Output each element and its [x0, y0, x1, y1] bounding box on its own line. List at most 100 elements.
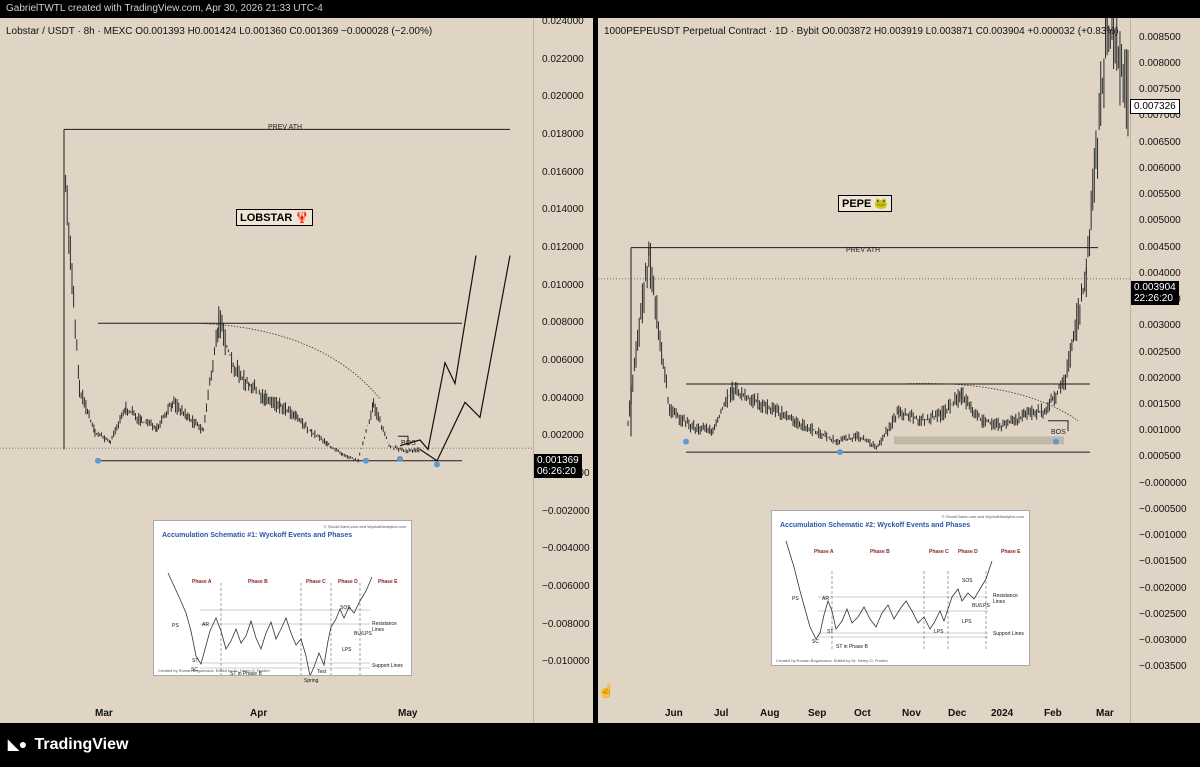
bos-bracket: [1048, 420, 1069, 432]
left-plot[interactable]: [0, 18, 533, 723]
event-sc: SC: [191, 667, 198, 673]
schematic-title: Accumulation Schematic #2: Wyckoff Event…: [780, 522, 971, 529]
right-chart-pane[interactable]: 1000PEPEUSDT Perpetual Contract · 1D · B…: [598, 18, 1200, 723]
x-tick-label: Dec: [948, 708, 967, 719]
right-plot[interactable]: [598, 18, 1130, 723]
x-tick-label: Mar: [95, 708, 113, 719]
y-tick-label: 0.000500: [1139, 451, 1181, 463]
x-tick-label: Oct: [854, 708, 871, 719]
left-bos-label: BOS: [401, 440, 416, 447]
rounding-arc: [897, 383, 1079, 422]
swing-low-marker: [1053, 438, 1059, 445]
y-tick-label: 0.004000: [1139, 267, 1181, 279]
y-tick-label: −0.008000: [542, 618, 590, 630]
y-tick-label: 0.002000: [1139, 372, 1181, 384]
y-tick-label: −0.000500: [1139, 503, 1187, 515]
left-wyckoff-schematic: © StockCharts.com and WyckoffAnalytics.c…: [153, 520, 412, 684]
hand-cursor-icon[interactable]: ☝: [598, 683, 615, 698]
y-tick-label: −0.006000: [542, 580, 590, 592]
y-tick-label: 0.010000: [542, 279, 584, 291]
y-tick-label: −0.001500: [1139, 556, 1187, 568]
y-tick-label: 0.016000: [542, 166, 584, 178]
phase-e-label: Phase E: [1001, 549, 1021, 555]
right-price-axis[interactable]: 0.008500 0.008000 0.007500 0.007000 0.006500…: [1130, 18, 1200, 723]
y-tick-label: 0.012000: [542, 241, 584, 253]
projection-path-a: [399, 255, 477, 451]
event-support: Support Lines: [372, 663, 403, 669]
left-legend: Lobstar / USDT · 8h · MEXC O0.001393 H0.…: [6, 26, 433, 37]
tradingview-brand[interactable]: ◣● TradingView: [8, 736, 128, 754]
left-price-axis[interactable]: 0.024000 0.022000 0.020000 0.018000 0.016000…: [533, 18, 593, 723]
watermark-header: GabrielTWTL created with TradingView.com…: [0, 0, 1200, 18]
y-tick-label: 0.005000: [1139, 215, 1181, 227]
left-price-tag-countdown: 06:26:20: [537, 466, 576, 477]
x-tick-label: Feb: [1044, 708, 1062, 719]
header-text: GabrielTWTL created with TradingView.com…: [6, 3, 323, 14]
y-tick-label: 0.006000: [1139, 162, 1181, 174]
right-prev-ath-label: PREV ATH: [846, 247, 881, 254]
swing-low-marker: [95, 457, 101, 464]
y-tick-label: 0.004000: [542, 392, 584, 404]
event-ar: AR: [822, 596, 829, 602]
phase-b-label: Phase B: [870, 549, 890, 555]
right-time-axis[interactable]: Jun Jul Aug Sep Oct Nov Dec 2024 Feb Mar: [598, 706, 1130, 723]
left-time-axis[interactable]: Mar Apr May: [0, 706, 533, 723]
x-tick-label: 2024: [991, 708, 1014, 719]
y-tick-label: −0.002000: [1139, 582, 1187, 594]
right-price-box: 0.007326: [1130, 99, 1180, 114]
schematic-diagram: [785, 540, 993, 651]
phase-a-label: Phase A: [814, 549, 834, 555]
y-tick-label: −0.010000: [542, 656, 590, 668]
schematic-diagram: [167, 572, 373, 675]
right-price-tag-price: 0.003904: [1134, 282, 1176, 293]
projection-path-b: [419, 255, 511, 462]
x-tick-label: Jun: [665, 708, 683, 719]
tradingview-logo-icon: ◣●: [8, 736, 28, 753]
y-tick-label: −0.002500: [1139, 608, 1187, 620]
event-lps: LPS: [342, 647, 352, 653]
y-tick-label: −0.002000: [542, 505, 590, 517]
left-asset-tag: LOBSTAR 🦞: [236, 209, 314, 226]
y-tick-label: 0.004500: [1139, 241, 1181, 253]
event-st: ST: [827, 629, 834, 635]
event-test: Test: [317, 669, 327, 675]
phase-b-label: Phase B: [248, 579, 268, 585]
event-lps-2: LPS: [962, 619, 972, 625]
y-tick-label: 0.006500: [1139, 136, 1181, 148]
right-legend: 1000PEPEUSDT Perpetual Contract · 1D · B…: [604, 26, 1119, 37]
event-support: Support Lines: [993, 631, 1024, 637]
phase-d-label: Phase D: [338, 579, 358, 585]
x-tick-label: Apr: [250, 708, 268, 719]
y-tick-label: 0.022000: [542, 53, 584, 65]
x-tick-label: May: [398, 708, 418, 719]
event-bu-lps: BU/LPS: [972, 603, 990, 609]
swing-low-marker: [434, 461, 440, 468]
y-tick-label: 0.003000: [1139, 320, 1181, 332]
event-st-in-phase-b: ST in Phase B: [230, 671, 262, 677]
bos-bracket: [398, 435, 409, 446]
y-tick-label: 0.008000: [542, 317, 584, 329]
demand-zone: [894, 436, 1064, 445]
y-tick-label: 0.024000: [542, 18, 584, 27]
left-chart-pane[interactable]: Lobstar / USDT · 8h · MEXC O0.001393 H0.…: [0, 18, 593, 723]
y-tick-label: 0.020000: [542, 91, 584, 103]
y-tick-label: −0.004000: [542, 543, 590, 555]
phase-e-label: Phase E: [378, 579, 398, 585]
phase-c-label: Phase C: [929, 549, 949, 555]
y-tick-label: −0.000000: [1139, 477, 1187, 489]
schematic-credit: © StockCharts.com and WyckoffAnalytics.c…: [323, 524, 406, 529]
event-spring: Spring: [304, 678, 319, 684]
event-bu-lps: BU/LPS: [354, 631, 372, 637]
event-resistance: Resistance Lines: [993, 593, 1018, 605]
right-price-tag: 0.003904 22:26:20: [1131, 281, 1179, 305]
y-tick-label: −0.003000: [1139, 635, 1187, 647]
right-asset-tag: PEPE 🐸: [838, 195, 893, 212]
schematic-footer: Created by Roman Bogomazov. Edited by Dr…: [158, 668, 270, 673]
y-tick-label: 0.008500: [1139, 31, 1181, 43]
right-bos-label: BOS: [1051, 429, 1066, 436]
event-sos: SOS: [340, 605, 351, 611]
event-ps: PS: [172, 623, 179, 629]
tradingview-brand-text: TradingView: [34, 736, 129, 753]
x-tick-label: Aug: [760, 708, 780, 719]
schematic-credit: © StockCharts.com and WyckoffAnalytics.c…: [941, 514, 1024, 519]
